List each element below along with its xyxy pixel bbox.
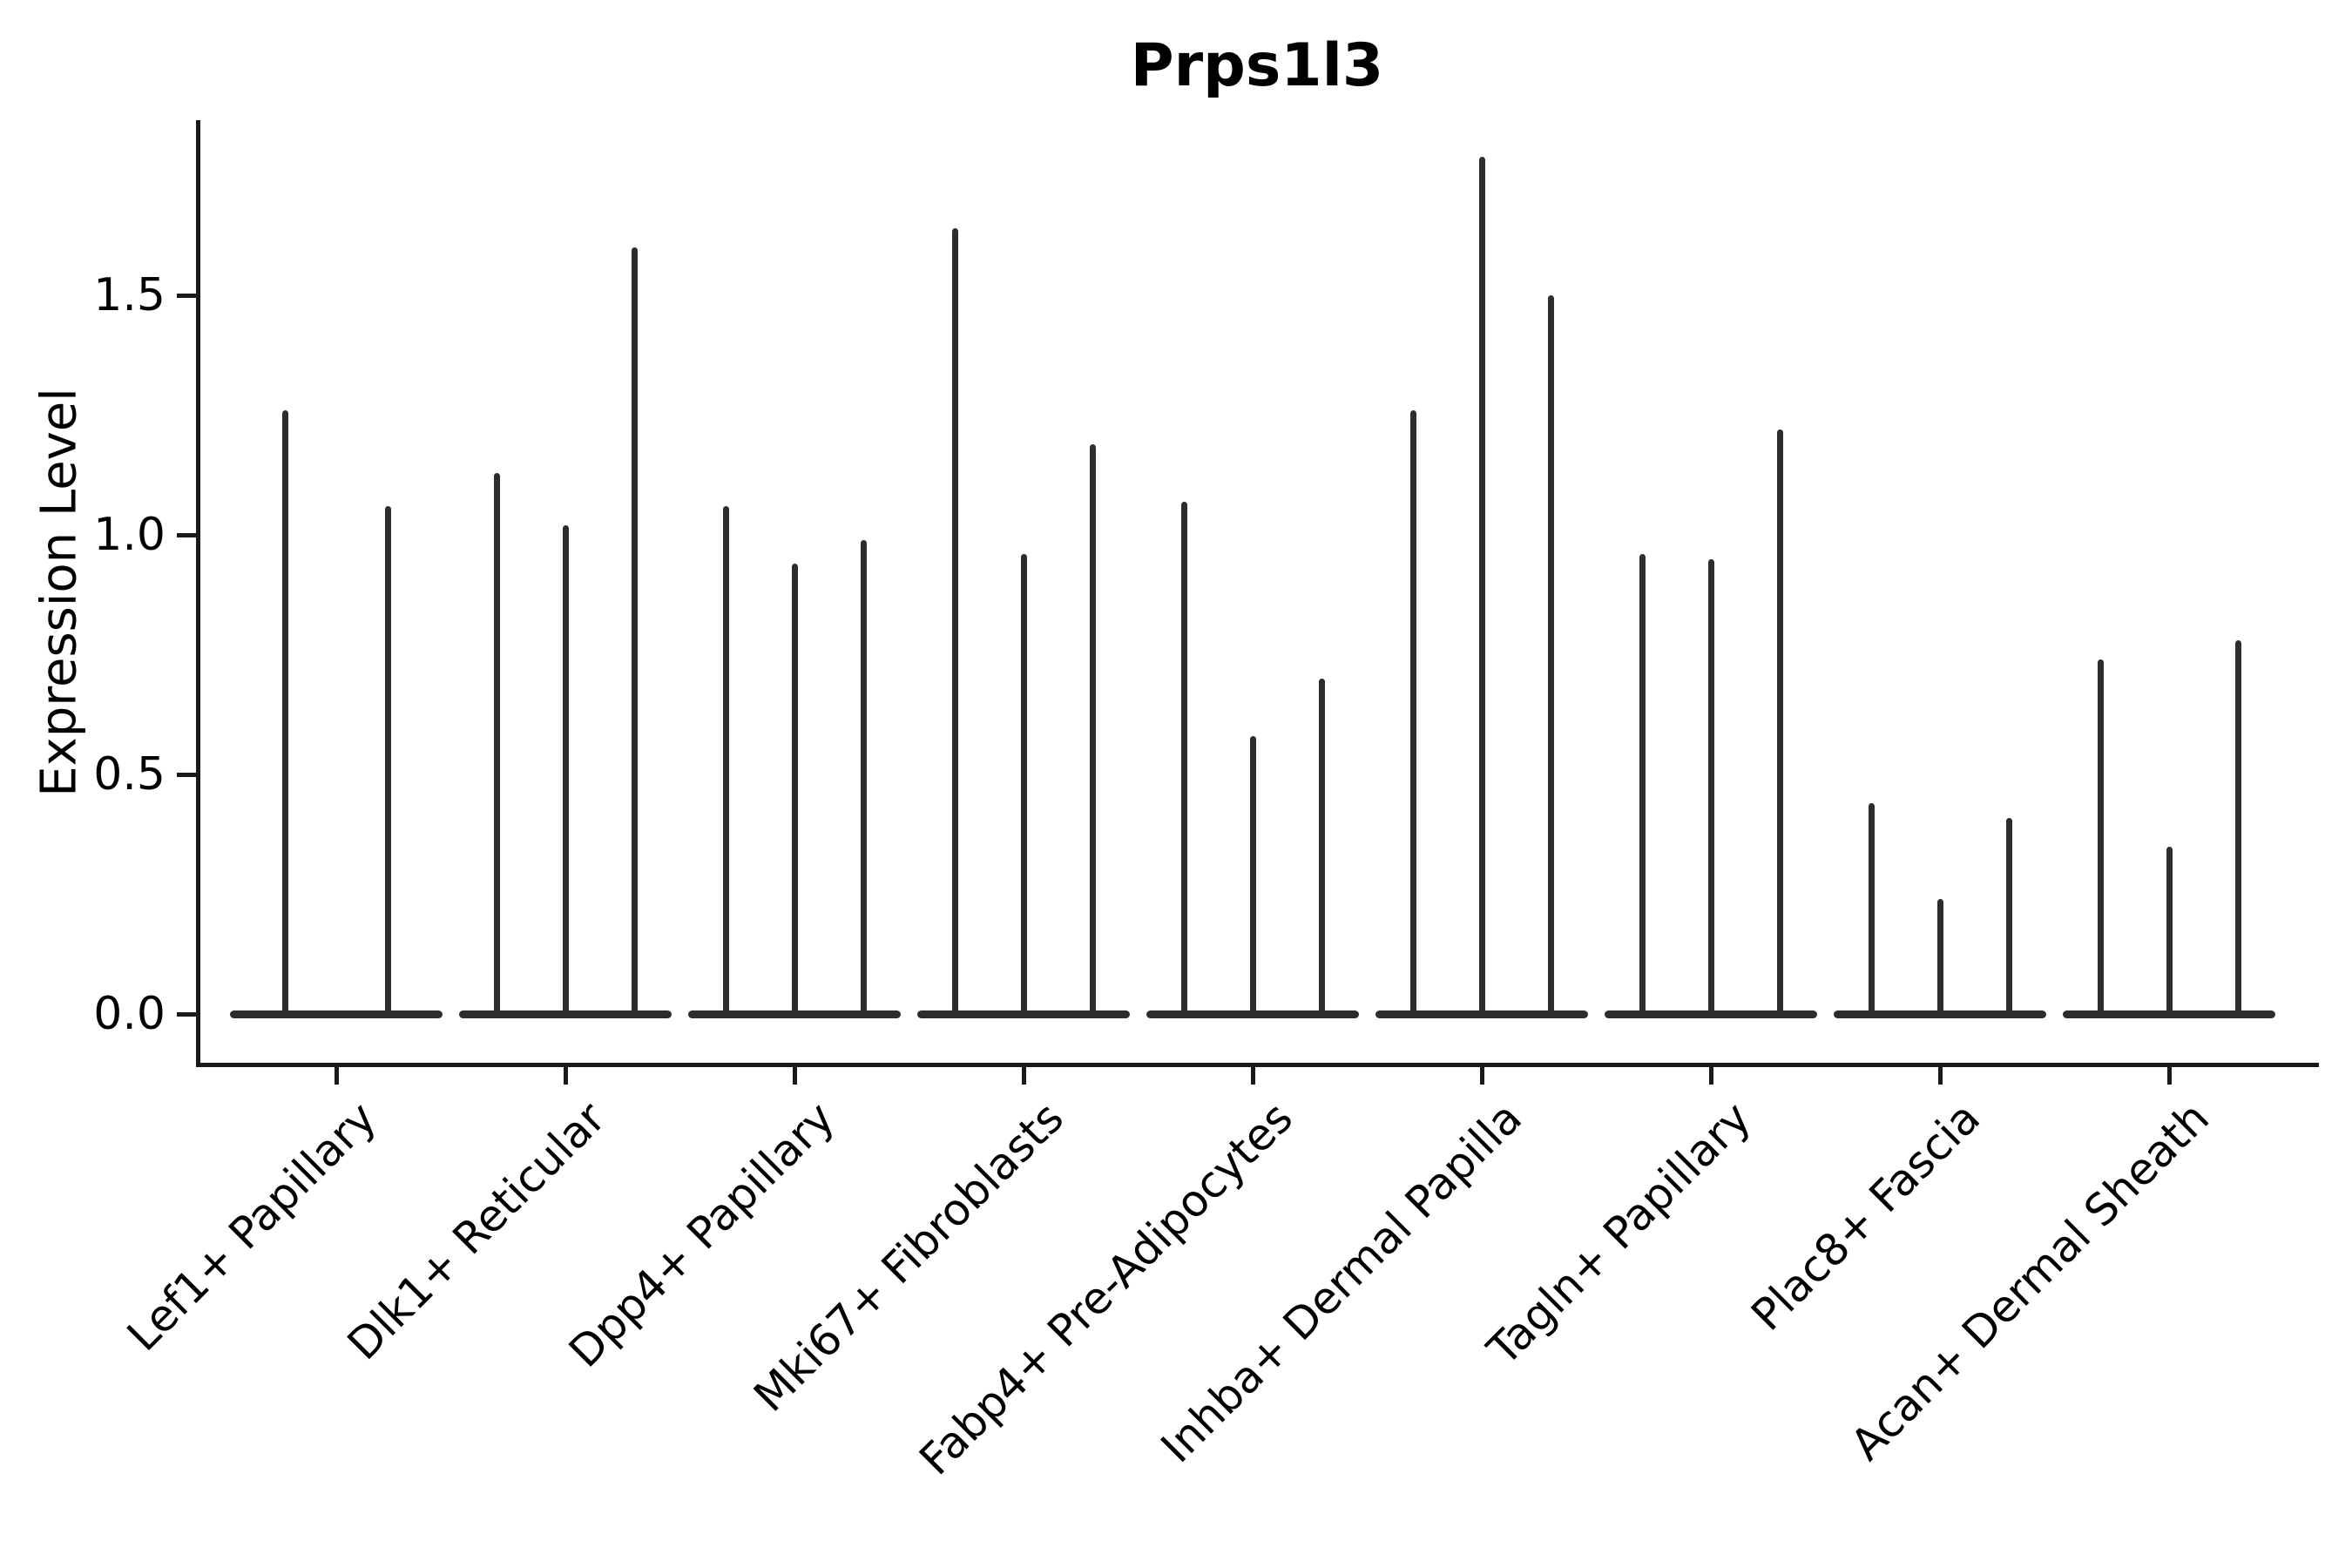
violin-spike: [1020, 554, 1027, 1014]
violin-base: [1375, 1010, 1588, 1018]
violin-spike: [1318, 679, 1325, 1014]
y-tick: [177, 293, 196, 298]
x-tick-label: Plac8+ Fascia: [1741, 1092, 1990, 1341]
y-tick-label: 0.0: [93, 988, 166, 1040]
violin-spike: [1089, 443, 1096, 1014]
violin-spike: [1547, 295, 1554, 1014]
violin-spike: [1409, 410, 1416, 1014]
violin-base: [459, 1010, 672, 1018]
violin-spike: [1868, 803, 1875, 1014]
x-axis-spine: [196, 1063, 2319, 1067]
x-tick: [1021, 1067, 1026, 1085]
violin-base: [2063, 1010, 2275, 1018]
violin-spike: [2234, 640, 2241, 1014]
x-tick: [1250, 1067, 1255, 1085]
violin-spike: [722, 506, 729, 1014]
y-tick: [177, 1011, 196, 1017]
violin-base: [917, 1010, 1130, 1018]
violin-spike: [951, 228, 958, 1014]
x-tick-label: Fabp4+ Pre-Adipocytes: [909, 1092, 1303, 1485]
violin-spike: [631, 247, 638, 1014]
violin-spike: [1639, 554, 1646, 1014]
violin-spike: [1478, 156, 1485, 1014]
x-tick: [792, 1067, 797, 1085]
violin-base: [1605, 1010, 1817, 1018]
y-tick: [177, 772, 196, 777]
violin-spike: [1776, 429, 1783, 1014]
x-tick-label: Lef1+ Papillary: [117, 1092, 387, 1362]
y-tick: [177, 532, 196, 537]
violin-spike: [281, 410, 288, 1014]
violin-spike: [1180, 501, 1187, 1014]
violin-spike: [2166, 846, 2173, 1014]
y-tick-label: 1.5: [93, 269, 166, 321]
x-tick: [1479, 1067, 1484, 1085]
violin-base: [688, 1010, 901, 1018]
violin-base: [230, 1010, 443, 1018]
x-tick: [2166, 1067, 2172, 1085]
x-tick: [334, 1067, 339, 1085]
y-tick-label: 0.5: [93, 748, 166, 801]
violin-spike: [791, 564, 798, 1014]
x-tick: [1937, 1067, 1943, 1085]
violin-spike: [493, 472, 500, 1014]
violin-spike: [562, 525, 569, 1014]
chart-title: Prps1l3: [1130, 31, 1384, 100]
violin-spike: [2097, 659, 2104, 1014]
violin-spike: [1707, 558, 1714, 1014]
violin-spike: [1249, 736, 1256, 1014]
y-tick-label: 1.0: [93, 509, 166, 561]
y-axis-spine: [196, 120, 200, 1067]
violin-spike: [1936, 899, 1943, 1014]
violin-spike: [384, 506, 391, 1014]
violin-base: [1834, 1010, 2046, 1018]
violin-spike: [860, 539, 867, 1014]
x-tick: [1708, 1067, 1713, 1085]
x-tick: [563, 1067, 568, 1085]
violin-spike: [2005, 817, 2012, 1014]
violin-base: [1146, 1010, 1359, 1018]
